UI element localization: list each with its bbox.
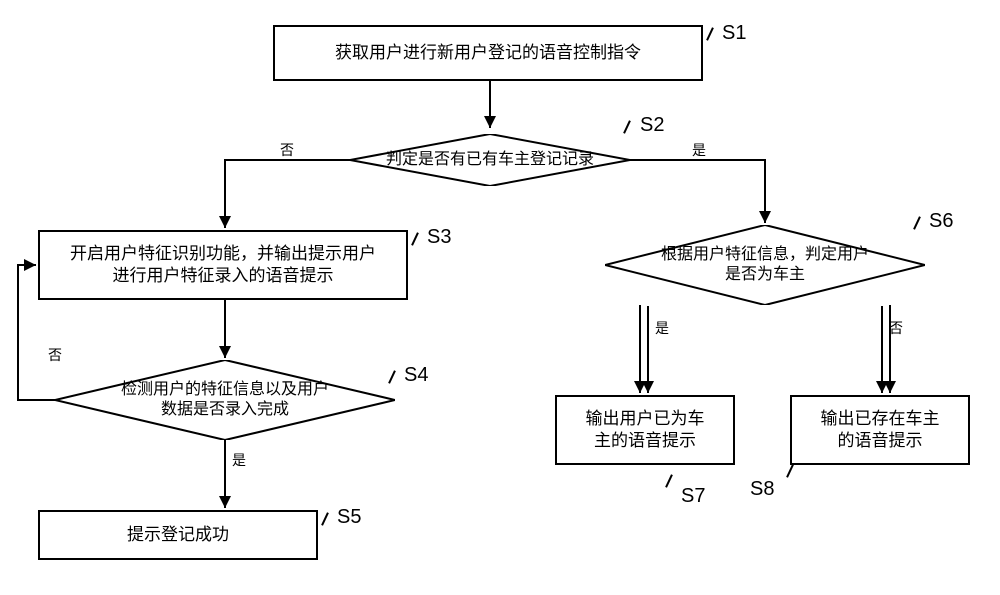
node-s3: 开启用户特征识别功能，并输出提示用户 进行用户特征录入的语音提示 (38, 230, 408, 300)
label-s4: S4 (404, 364, 428, 387)
edge-s2-no: 否 (280, 140, 294, 160)
label-s5: S5 (337, 506, 361, 529)
node-s7-text: 输出用户已为车 主的语音提示 (586, 408, 705, 452)
node-s6: 根据用户特征信息，判定用户 是否为车主 (605, 225, 925, 305)
label-s3: S3 (427, 226, 451, 249)
node-s1: 获取用户进行新用户登记的语音控制指令 (273, 25, 703, 81)
edge-s6-no: 否 (889, 318, 903, 338)
edge-s4-yes: 是 (232, 450, 246, 470)
label-s7: S7 (681, 485, 705, 508)
edge-s4-no: 否 (48, 345, 62, 365)
node-s4-text: 检测用户的特征信息以及用户 数据是否录入完成 (95, 380, 355, 420)
node-s1-text: 获取用户进行新用户登记的语音控制指令 (335, 42, 641, 64)
label-s2: S2 (640, 114, 664, 137)
node-s5: 提示登记成功 (38, 510, 318, 560)
label-s6: S6 (929, 210, 953, 233)
edge-s2-yes: 是 (692, 140, 706, 160)
edge-s6-yes: 是 (655, 318, 669, 338)
node-s2-text: 判定是否有已有车主登记记录 (370, 150, 610, 170)
node-s2: 判定是否有已有车主登记记录 (350, 134, 630, 186)
node-s7: 输出用户已为车 主的语音提示 (555, 395, 735, 465)
node-s8: 输出已存在车主 的语音提示 (790, 395, 970, 465)
label-s8: S8 (750, 478, 774, 501)
node-s5-text: 提示登记成功 (127, 524, 229, 546)
node-s4: 检测用户的特征信息以及用户 数据是否录入完成 (55, 360, 395, 440)
node-s6-text: 根据用户特征信息，判定用户 是否为车主 (640, 245, 890, 285)
label-s1: S1 (722, 22, 746, 45)
node-s3-text: 开启用户特征识别功能，并输出提示用户 进行用户特征录入的语音提示 (70, 243, 376, 287)
node-s8-text: 输出已存在车主 的语音提示 (821, 408, 940, 452)
